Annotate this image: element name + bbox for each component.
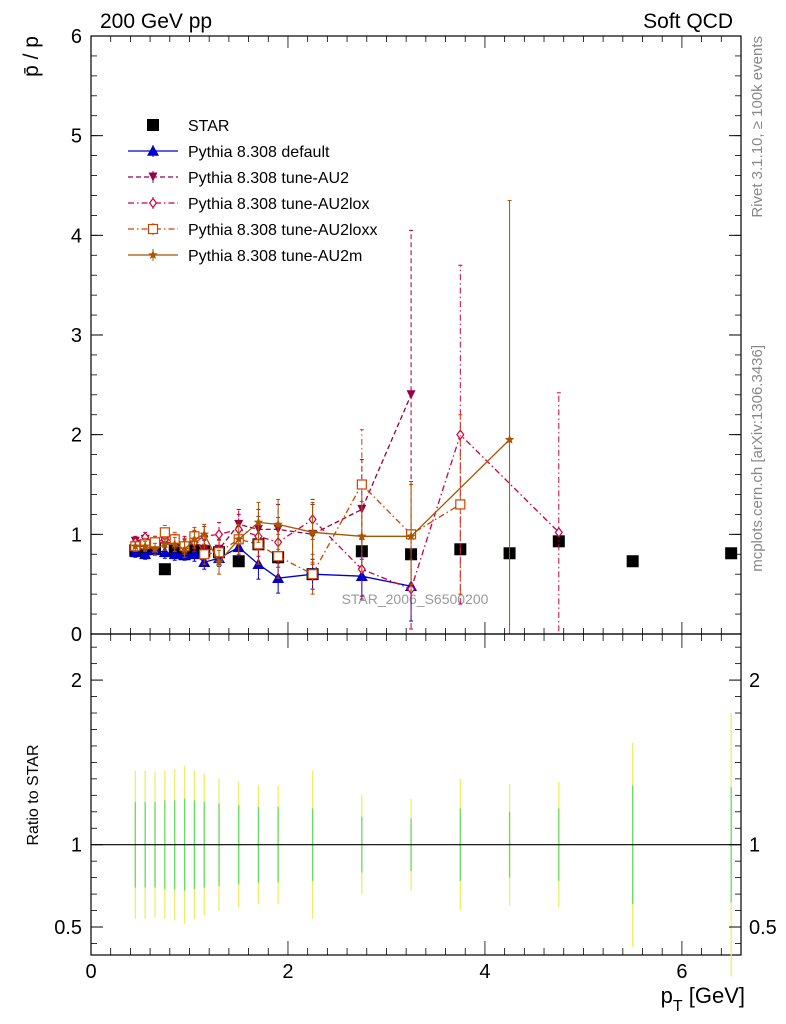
series-4 — [130, 414, 466, 595]
data-point — [406, 531, 416, 541]
legend-label: Pythia 8.308 tune-AU2 — [188, 170, 349, 187]
ratio-ylabel: Ratio to STAR — [25, 744, 42, 845]
data-point — [179, 544, 190, 554]
main-panel-ticks: 0 1 2 3 4 5 6 — [71, 26, 742, 646]
ratio-xtick-label: 6 — [676, 961, 687, 983]
watermark: STAR_2006_S6500200 — [342, 591, 489, 607]
ratio-ytick-label-right: 0.5 — [749, 917, 777, 939]
data-point — [626, 555, 639, 568]
legend-marker — [147, 145, 159, 156]
main-ytick-label: 5 — [71, 126, 82, 148]
side-label-rivet: Rivet 3.1.10, ≥ 100k events — [749, 36, 766, 218]
data-point — [273, 519, 283, 529]
main-ytick-label: 3 — [71, 325, 82, 347]
ratio-xtick-label: 4 — [479, 961, 490, 983]
legend-marker — [147, 119, 159, 131]
ratio-error-bands — [91, 713, 741, 977]
data-point — [273, 551, 284, 562]
ratio-ytick-label-left: 2 — [71, 670, 82, 692]
main-ylabel: p̄ / p — [20, 36, 43, 77]
series-line — [135, 439, 511, 564]
ratio-ytick-label-left: 0.5 — [54, 917, 82, 939]
xlabel-tail: [GeV] — [683, 983, 745, 1008]
data-point — [504, 434, 515, 444]
data-point — [199, 549, 210, 560]
data-point — [158, 563, 171, 576]
data-point — [188, 548, 201, 560]
data-point — [130, 541, 141, 551]
data-point — [456, 429, 465, 441]
ratio-panel-frame — [90, 633, 742, 956]
xlabel-sub: T — [673, 998, 683, 1015]
data-point — [160, 539, 170, 549]
legend-marker — [147, 223, 159, 235]
series-line — [135, 394, 412, 550]
legend: STAR Pythia 8.308 default Pythia 8.308 tun… — [128, 118, 377, 265]
data-point — [169, 539, 180, 549]
legend-label: Pythia 8.308 tune-AU2m — [188, 248, 362, 265]
data-point — [233, 534, 244, 544]
ratio-xtick-label: 0 — [85, 961, 96, 983]
data-point — [554, 526, 563, 538]
legend-label: Pythia 8.308 default — [188, 144, 330, 161]
data-point — [406, 390, 416, 400]
xlabel-base: p — [661, 983, 673, 1008]
main-ytick-label: 4 — [71, 225, 82, 247]
data-point — [150, 544, 160, 554]
data-point — [214, 528, 224, 540]
side-label-mcplots: mcplots.cern.ch [arXiv:1306.3436] — [749, 345, 766, 572]
series-5 — [130, 199, 515, 634]
ratio-ytick-label-right: 1 — [749, 835, 760, 857]
ratio-frame-rect — [90, 633, 742, 956]
main-ytick-label: 2 — [71, 425, 82, 447]
legend-label: Pythia 8.308 tune-AU2loxx — [188, 222, 377, 239]
series-2 — [130, 229, 416, 565]
ratio-ytick-label-left: 1 — [71, 835, 82, 857]
data-point — [199, 529, 210, 539]
data-point — [168, 548, 181, 560]
header-left-title: 200 GeV pp — [100, 10, 212, 33]
legend-marker — [148, 250, 158, 260]
main-series — [129, 199, 738, 634]
data-point — [214, 557, 224, 567]
main-ytick-label: 0 — [71, 624, 82, 646]
main-ytick-label: 6 — [71, 26, 82, 48]
ratio-xtick-label: 2 — [282, 961, 293, 983]
data-point — [158, 546, 171, 558]
data-point — [725, 547, 738, 560]
legend-label: Pythia 8.308 tune-AU2lox — [188, 196, 369, 213]
legend-marker — [148, 197, 158, 209]
data-point — [356, 479, 367, 490]
main-ytick-label: 1 — [71, 524, 82, 546]
data-point — [253, 517, 264, 527]
watermark-group: STAR_2006_S6500200 — [342, 591, 489, 607]
legend-marker — [148, 172, 158, 182]
data-point — [307, 527, 318, 537]
data-point — [139, 548, 152, 560]
data-point — [140, 541, 150, 551]
legend-label: STAR — [188, 118, 229, 135]
ratio-panel-ticks: 0.5 0.5 1 1 2 2 0 2 4 6 — [54, 634, 777, 983]
data-point — [455, 499, 466, 510]
data-point — [189, 534, 200, 544]
ratio-xlabel: pT [GeV] — [661, 983, 745, 1015]
data-point — [159, 527, 170, 538]
header-right-title: Soft QCD — [643, 10, 733, 33]
ratio-ytick-label-right: 2 — [749, 670, 760, 692]
data-point — [357, 531, 367, 541]
data-point — [232, 555, 245, 568]
series-3 — [131, 264, 563, 634]
data-point — [307, 569, 318, 580]
